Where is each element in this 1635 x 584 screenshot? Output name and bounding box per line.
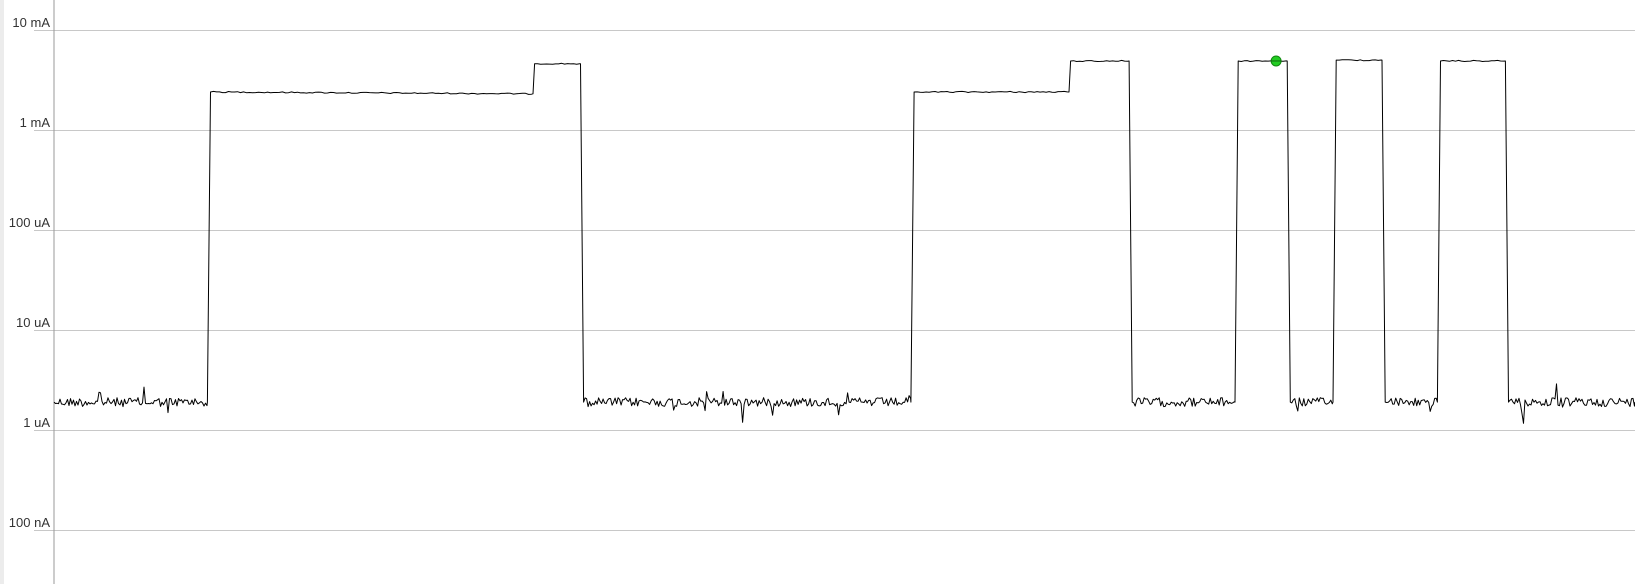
y-tick-label: 1 uA xyxy=(23,414,50,430)
y-tick-label: 100 nA xyxy=(8,514,50,530)
y-tick-label: 100 uA xyxy=(8,214,50,230)
y-tick-label: 10 mA xyxy=(12,14,50,30)
marker-group xyxy=(1270,55,1282,67)
y-tick-label: 10 uA xyxy=(16,314,50,330)
y-tick-label: 1 mA xyxy=(19,114,50,130)
series-line xyxy=(53,59,1635,424)
left-edge-strip xyxy=(0,0,4,584)
gridlines xyxy=(34,30,1635,531)
series-group xyxy=(53,59,1635,424)
